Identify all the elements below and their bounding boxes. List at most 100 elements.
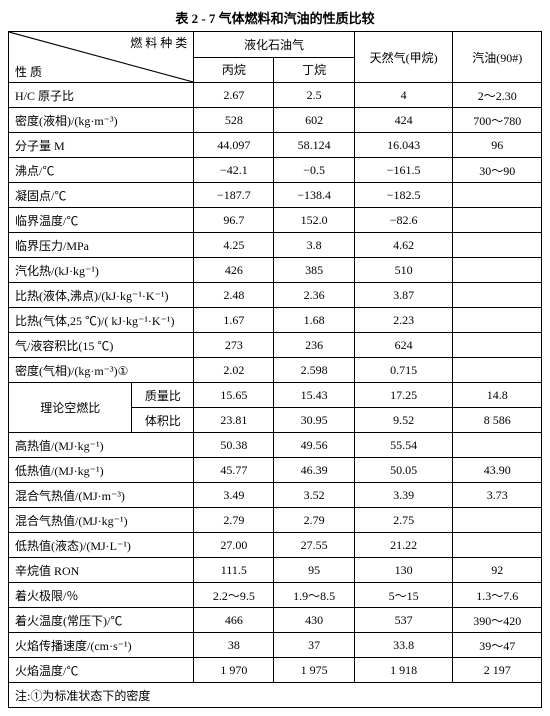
cell: 3.39 bbox=[354, 483, 453, 508]
cell: 426 bbox=[194, 258, 274, 283]
cell bbox=[453, 333, 542, 358]
table-row: 分子量 M44.09758.12416.04396 bbox=[9, 133, 542, 158]
cell: 27.00 bbox=[194, 533, 274, 558]
cell: 466 bbox=[194, 608, 274, 633]
cell: 45.77 bbox=[194, 458, 274, 483]
cell: 1 918 bbox=[354, 658, 453, 683]
property-label: 低热值(液态)/(MJ·L⁻¹) bbox=[9, 533, 194, 558]
table-row: 临界压力/MPa4.253.84.62 bbox=[9, 233, 542, 258]
property-label: 密度(气相)/(kg·m⁻³)① bbox=[9, 358, 194, 383]
cell: 15.65 bbox=[194, 383, 274, 408]
property-label: 高热值/(MJ·kg⁻¹) bbox=[9, 433, 194, 458]
cell: 27.55 bbox=[274, 533, 354, 558]
table-row: 高热值/(MJ·kg⁻¹)50.3849.5655.54 bbox=[9, 433, 542, 458]
cell: 2.02 bbox=[194, 358, 274, 383]
cell: 1.67 bbox=[194, 308, 274, 333]
table-title: 表 2 - 7 气体燃料和汽油的性质比较 bbox=[8, 8, 542, 27]
cell bbox=[453, 208, 542, 233]
cell: 700～780 bbox=[453, 108, 542, 133]
table-row: H/C 原子比2.672.542～2.30 bbox=[9, 83, 542, 108]
cell: 39～47 bbox=[453, 633, 542, 658]
header-fuel-type: 燃 料 种 类 bbox=[130, 34, 187, 51]
cell bbox=[453, 433, 542, 458]
cell: 3.87 bbox=[354, 283, 453, 308]
cell: 0.715 bbox=[354, 358, 453, 383]
cell: 111.5 bbox=[194, 558, 274, 583]
cell: 30～90 bbox=[453, 158, 542, 183]
property-label: 临界压力/MPa bbox=[9, 233, 194, 258]
cell: −161.5 bbox=[354, 158, 453, 183]
table-row: 着火极限/％2.2～9.51.9～8.55～151.3～7.6 bbox=[9, 583, 542, 608]
table-row: 密度(液相)/(kg·m⁻³)528602424700～780 bbox=[9, 108, 542, 133]
cell: 4 bbox=[354, 83, 453, 108]
cell: 14.8 bbox=[453, 383, 542, 408]
table-row: 临界温度/℃96.7152.0−82.6 bbox=[9, 208, 542, 233]
cell: 390～420 bbox=[453, 608, 542, 633]
cell: 1.9～8.5 bbox=[274, 583, 354, 608]
cell bbox=[453, 183, 542, 208]
property-label: 着火极限/％ bbox=[9, 583, 194, 608]
header-property: 性 质 bbox=[15, 63, 42, 80]
property-label: 着火温度(常压下)/℃ bbox=[9, 608, 194, 633]
table-row: 火焰温度/℃1 9701 9751 9182 197 bbox=[9, 658, 542, 683]
cell: 92 bbox=[453, 558, 542, 583]
cell: 4.62 bbox=[354, 233, 453, 258]
property-label: 理论空燃比 bbox=[9, 383, 132, 433]
property-label: 火焰传播速度/(cm·s⁻¹) bbox=[9, 633, 194, 658]
cell: 152.0 bbox=[274, 208, 354, 233]
header-propane: 丙烷 bbox=[194, 57, 274, 83]
cell: −82.6 bbox=[354, 208, 453, 233]
table-row: 理论空燃比质量比15.6515.4317.2514.8 bbox=[9, 383, 542, 408]
property-label: 火焰温度/℃ bbox=[9, 658, 194, 683]
cell: 5～15 bbox=[354, 583, 453, 608]
cell: 2.79 bbox=[194, 508, 274, 533]
cell: 624 bbox=[354, 333, 453, 358]
property-label: 比热(气体,25 ℃)/( kJ·kg⁻¹·K⁻¹) bbox=[9, 308, 194, 333]
cell: 424 bbox=[354, 108, 453, 133]
header-lpg: 液化石油气 bbox=[194, 32, 355, 58]
property-label: 气/液容积比(15 ℃) bbox=[9, 333, 194, 358]
table-row: 比热(气体,25 ℃)/( kJ·kg⁻¹·K⁻¹)1.671.682.23 bbox=[9, 308, 542, 333]
cell: 2.36 bbox=[274, 283, 354, 308]
table-row: 低热值/(MJ·kg⁻¹)45.7746.3950.0543.90 bbox=[9, 458, 542, 483]
cell bbox=[453, 258, 542, 283]
cell: −42.1 bbox=[194, 158, 274, 183]
table-row: 低热值(液态)/(MJ·L⁻¹)27.0027.5521.22 bbox=[9, 533, 542, 558]
cell: 21.22 bbox=[354, 533, 453, 558]
cell: 2.75 bbox=[354, 508, 453, 533]
cell: 528 bbox=[194, 108, 274, 133]
cell: 2.67 bbox=[194, 83, 274, 108]
cell: 3.52 bbox=[274, 483, 354, 508]
cell: 2 197 bbox=[453, 658, 542, 683]
cell: −0.5 bbox=[274, 158, 354, 183]
cell: 50.05 bbox=[354, 458, 453, 483]
cell: 23.81 bbox=[194, 408, 274, 433]
cell: 510 bbox=[354, 258, 453, 283]
header-butane: 丁烷 bbox=[274, 57, 354, 83]
property-label: 比热(液体,沸点)/(kJ·kg⁻¹·K⁻¹) bbox=[9, 283, 194, 308]
cell: 95 bbox=[274, 558, 354, 583]
cell: 58.124 bbox=[274, 133, 354, 158]
cell: 1 970 bbox=[194, 658, 274, 683]
cell: 30.95 bbox=[274, 408, 354, 433]
sub-label: 体积比 bbox=[132, 408, 194, 433]
property-label: 混合气热值/(MJ·kg⁻¹) bbox=[9, 508, 194, 533]
property-label: H/C 原子比 bbox=[9, 83, 194, 108]
cell bbox=[453, 233, 542, 258]
table-row: 汽化热/(kJ·kg⁻¹)426385510 bbox=[9, 258, 542, 283]
property-label: 汽化热/(kJ·kg⁻¹) bbox=[9, 258, 194, 283]
cell bbox=[453, 508, 542, 533]
cell: −187.7 bbox=[194, 183, 274, 208]
table-row: 沸点/℃−42.1−0.5−161.530～90 bbox=[9, 158, 542, 183]
table-row: 混合气热值/(MJ·kg⁻¹)2.792.792.75 bbox=[9, 508, 542, 533]
cell: 15.43 bbox=[274, 383, 354, 408]
cell: 430 bbox=[274, 608, 354, 633]
property-label: 沸点/℃ bbox=[9, 158, 194, 183]
cell: 236 bbox=[274, 333, 354, 358]
cell: 96.7 bbox=[194, 208, 274, 233]
cell: 43.90 bbox=[453, 458, 542, 483]
cell: 46.39 bbox=[274, 458, 354, 483]
sub-label: 质量比 bbox=[132, 383, 194, 408]
cell: 537 bbox=[354, 608, 453, 633]
cell: 96 bbox=[453, 133, 542, 158]
